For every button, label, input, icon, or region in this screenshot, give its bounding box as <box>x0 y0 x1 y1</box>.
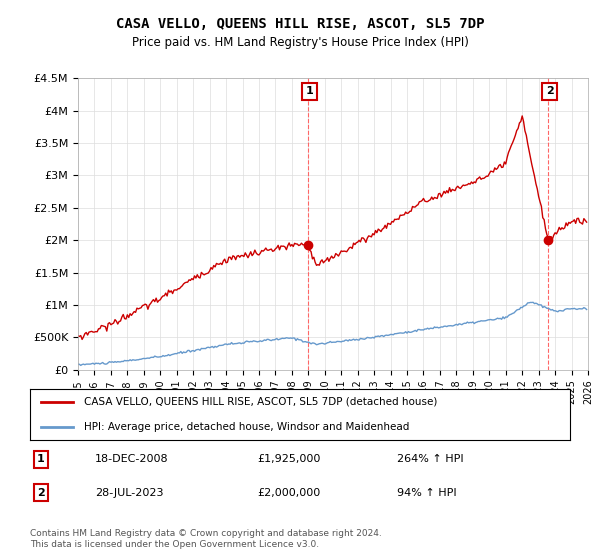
Text: CASA VELLO, QUEENS HILL RISE, ASCOT, SL5 7DP (detached house): CASA VELLO, QUEENS HILL RISE, ASCOT, SL5… <box>84 397 437 407</box>
Text: CASA VELLO, QUEENS HILL RISE, ASCOT, SL5 7DP: CASA VELLO, QUEENS HILL RISE, ASCOT, SL5… <box>116 17 484 31</box>
Text: 1: 1 <box>37 454 44 464</box>
Text: HPI: Average price, detached house, Windsor and Maidenhead: HPI: Average price, detached house, Wind… <box>84 422 409 432</box>
Text: 1: 1 <box>305 86 313 96</box>
Text: 2: 2 <box>37 488 44 498</box>
Text: 264% ↑ HPI: 264% ↑ HPI <box>397 454 464 464</box>
Text: Price paid vs. HM Land Registry's House Price Index (HPI): Price paid vs. HM Land Registry's House … <box>131 36 469 49</box>
Text: £2,000,000: £2,000,000 <box>257 488 320 498</box>
Text: £1,925,000: £1,925,000 <box>257 454 320 464</box>
Text: 2: 2 <box>546 86 554 96</box>
Text: 18-DEC-2008: 18-DEC-2008 <box>95 454 169 464</box>
Text: 94% ↑ HPI: 94% ↑ HPI <box>397 488 457 498</box>
Text: Contains HM Land Registry data © Crown copyright and database right 2024.
This d: Contains HM Land Registry data © Crown c… <box>30 529 382 549</box>
Text: 28-JUL-2023: 28-JUL-2023 <box>95 488 163 498</box>
